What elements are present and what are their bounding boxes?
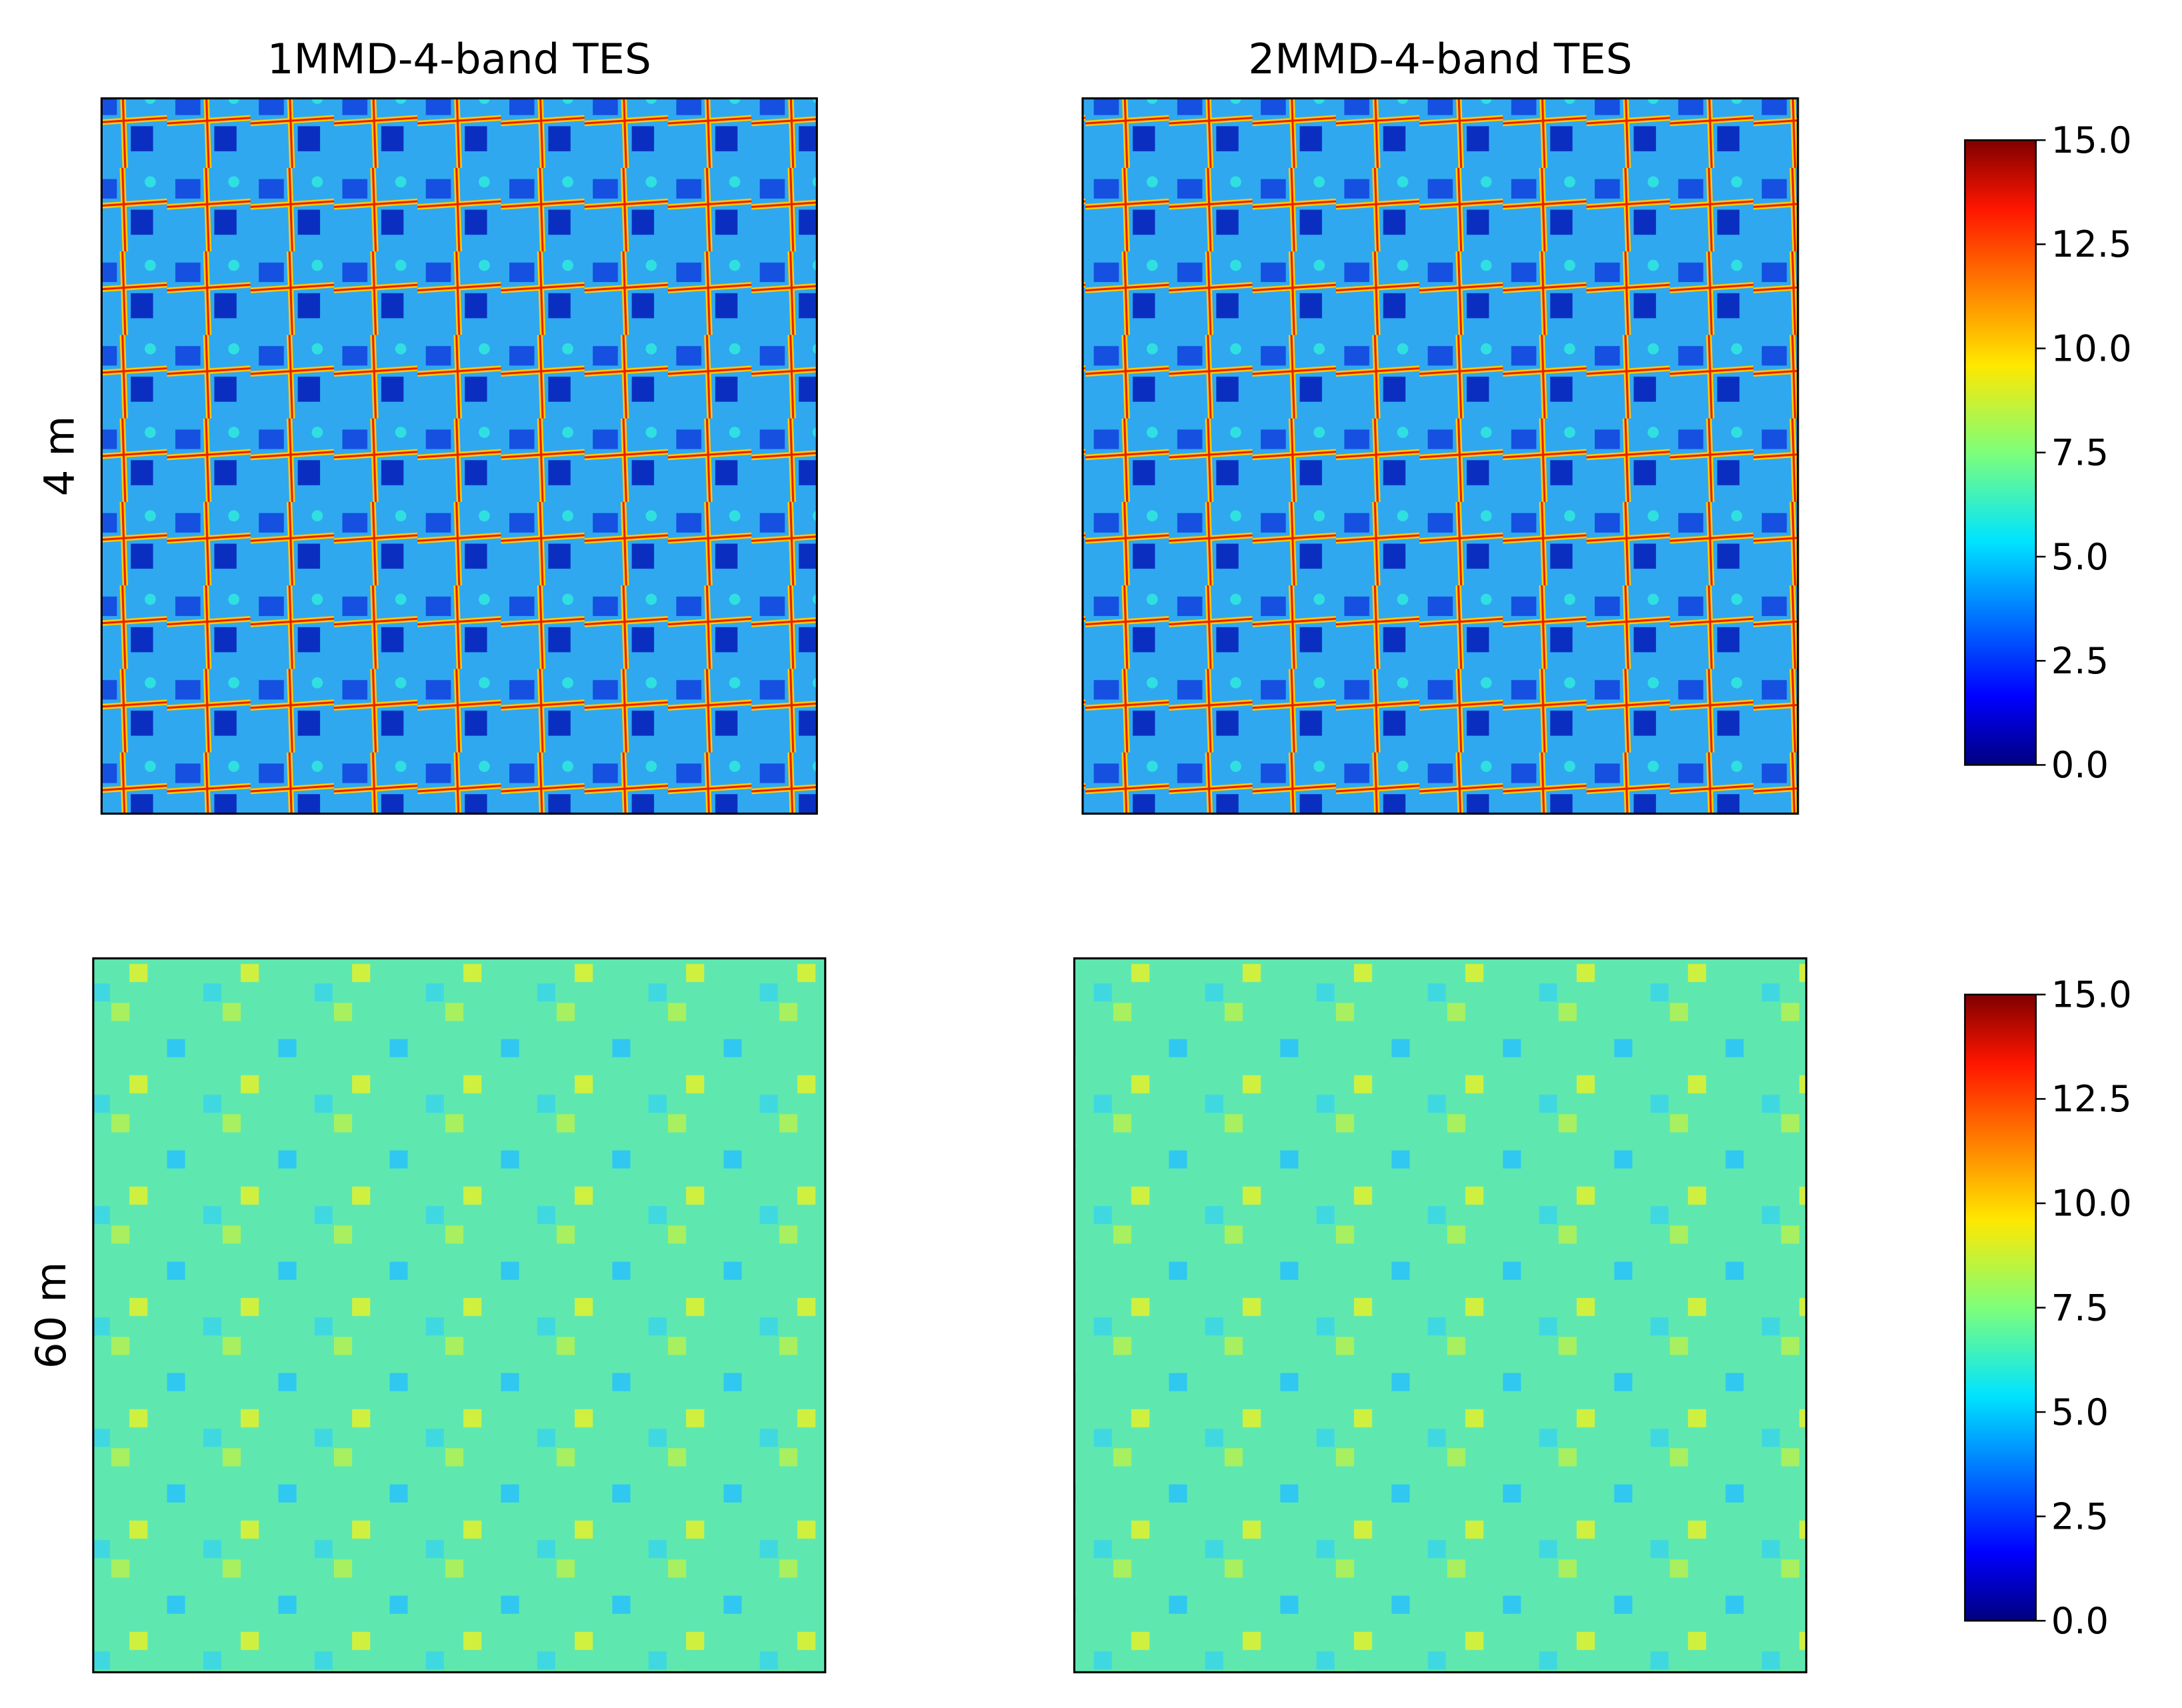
y-axis-label: 4 m xyxy=(35,416,84,497)
colorbar-tick-label: 12.5 xyxy=(2051,223,2132,265)
colorbar-tick-label: 2.5 xyxy=(2051,640,2109,682)
colorbar-tick-label: 5.0 xyxy=(2051,1391,2109,1433)
colorbar-tick-label: 15.0 xyxy=(2051,119,2132,161)
colorbar-tick-label: 7.5 xyxy=(2051,1287,2109,1329)
panel-title: 1MMD-4-band TES xyxy=(267,35,651,83)
heatmap-image xyxy=(1073,957,1807,1673)
colorbar xyxy=(1964,139,2037,766)
colorbar-tick-label: 10.0 xyxy=(2051,1183,2132,1225)
colorbar-tick-label: 12.5 xyxy=(2051,1078,2132,1120)
heatmap-image xyxy=(92,957,827,1673)
colorbar-tick-label: 7.5 xyxy=(2051,432,2109,474)
colorbar-tick-label: 0.0 xyxy=(2051,744,2109,786)
colorbar-tick-label: 10.0 xyxy=(2051,327,2132,369)
panel-title: 2MMD-4-band TES xyxy=(1248,35,1632,83)
colorbar-tick-label: 5.0 xyxy=(2051,536,2109,578)
colorbar xyxy=(1964,993,2037,1622)
heatmap-image xyxy=(1081,97,1799,815)
colorbar-tick-label: 2.5 xyxy=(2051,1495,2109,1537)
colorbar-tick-label: 15.0 xyxy=(2051,974,2132,1016)
colorbar-tick-label: 0.0 xyxy=(2051,1600,2109,1642)
heatmap-image xyxy=(100,97,818,815)
y-axis-label: 60 m xyxy=(27,1262,75,1369)
